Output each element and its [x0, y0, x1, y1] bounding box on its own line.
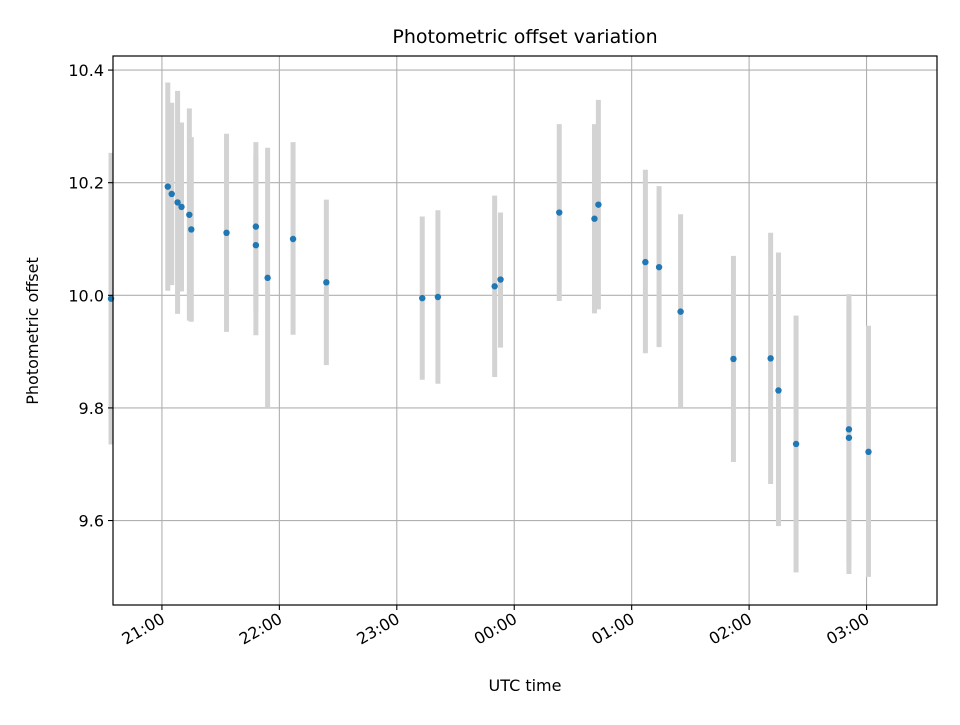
- data-point: [188, 226, 195, 233]
- data-point: [174, 199, 181, 206]
- x-axis-label: UTC time: [489, 676, 562, 695]
- data-point: [767, 355, 774, 362]
- data-point: [642, 258, 649, 266]
- y-axis-label: Photometric offset: [23, 257, 42, 405]
- data-point: [792, 440, 800, 448]
- data-point: [655, 263, 663, 271]
- data-point: [252, 241, 260, 249]
- y-tick-label: 10.2: [68, 174, 104, 193]
- data-point: [323, 279, 330, 286]
- data-point: [865, 448, 872, 456]
- data-point: [419, 294, 426, 302]
- data-point: [223, 229, 230, 237]
- data-point: [491, 283, 498, 290]
- data-point: [186, 211, 193, 218]
- data-points: [107, 183, 872, 456]
- data-point: [730, 355, 737, 363]
- data-point: [556, 209, 563, 216]
- data-point: [252, 223, 260, 230]
- data-point: [497, 276, 504, 283]
- data-point: [591, 215, 598, 222]
- data-point: [164, 183, 172, 190]
- data-point: [168, 190, 175, 198]
- y-tick-label: 10.0: [68, 286, 104, 305]
- y-tick-label: 9.6: [79, 512, 104, 531]
- y-tick-label: 10.4: [68, 61, 104, 80]
- data-point: [775, 387, 782, 394]
- grid-lines: [113, 56, 937, 605]
- data-point: [178, 203, 185, 211]
- data-point: [264, 274, 271, 282]
- y-tick-label: 9.8: [79, 399, 104, 418]
- data-point: [289, 235, 297, 243]
- chart-title: Photometric offset variation: [392, 26, 657, 48]
- data-point: [434, 293, 442, 301]
- plot-frame: [112, 55, 938, 606]
- data-point: [595, 201, 602, 208]
- data-point: [845, 434, 853, 441]
- data-point: [677, 308, 684, 315]
- data-point: [845, 426, 853, 433]
